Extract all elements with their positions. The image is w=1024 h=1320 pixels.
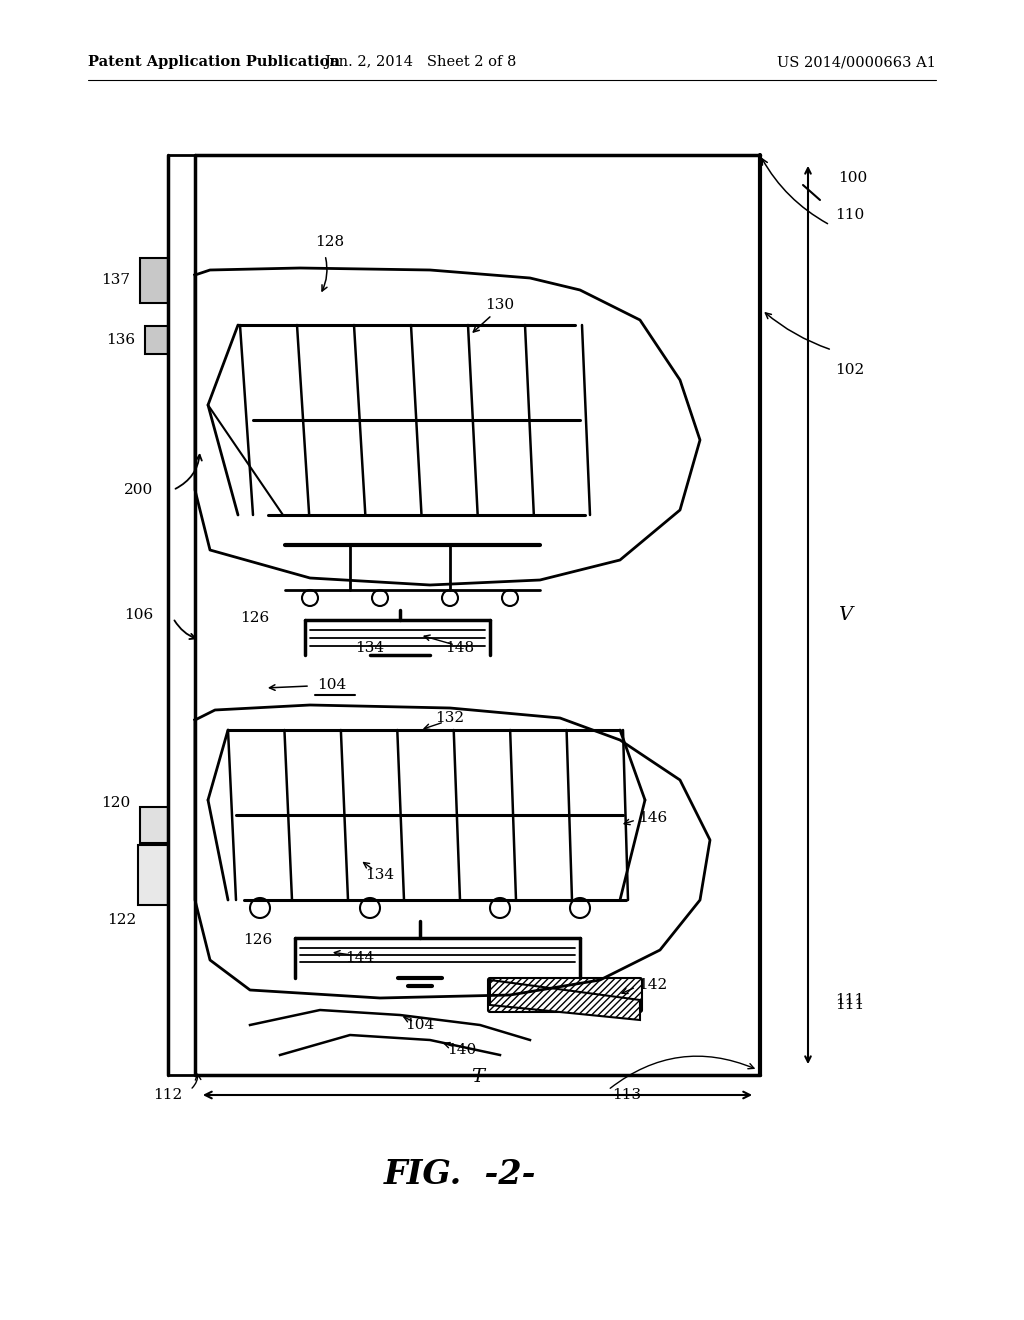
Text: 128: 128 [315,235,344,249]
Text: 137: 137 [101,273,130,286]
Circle shape [250,898,270,917]
Text: 111: 111 [835,993,864,1007]
Circle shape [302,590,318,606]
Text: 126: 126 [241,611,269,624]
Text: 100: 100 [838,172,867,185]
Circle shape [502,590,518,606]
Text: FIG.  -2-: FIG. -2- [384,1159,537,1192]
Text: 134: 134 [366,869,394,882]
Text: 110: 110 [835,209,864,222]
Text: Jan. 2, 2014   Sheet 2 of 8: Jan. 2, 2014 Sheet 2 of 8 [324,55,516,69]
Text: 200: 200 [124,483,153,498]
Text: 113: 113 [612,1088,641,1102]
Circle shape [442,590,458,606]
Polygon shape [490,979,640,1020]
Text: 132: 132 [435,711,465,725]
Text: V: V [838,606,852,624]
Circle shape [360,898,380,917]
Bar [140,807,168,843]
Text: 104: 104 [406,1018,434,1032]
Circle shape [570,898,590,917]
Text: 148: 148 [445,642,474,655]
Text: 126: 126 [244,933,272,946]
Text: 120: 120 [100,796,130,810]
Text: 112: 112 [153,1088,182,1102]
Text: 102: 102 [835,363,864,378]
Bar [145,326,168,354]
Circle shape [372,590,388,606]
Text: 122: 122 [106,913,136,927]
Text: 130: 130 [485,298,515,312]
Text: 111: 111 [835,998,864,1012]
Bar [140,257,168,302]
Text: 134: 134 [355,642,385,655]
Text: 144: 144 [345,950,375,965]
Text: 146: 146 [638,810,668,825]
Text: 142: 142 [638,978,668,993]
Text: US 2014/0000663 A1: US 2014/0000663 A1 [777,55,936,69]
Text: 104: 104 [317,678,347,692]
Text: 106: 106 [124,609,153,622]
Text: 136: 136 [105,333,135,347]
Text: Patent Application Publication: Patent Application Publication [88,55,340,69]
FancyBboxPatch shape [488,978,642,1012]
Bar [138,845,168,906]
Text: 140: 140 [447,1043,476,1057]
Circle shape [490,898,510,917]
Text: T: T [471,1068,484,1086]
